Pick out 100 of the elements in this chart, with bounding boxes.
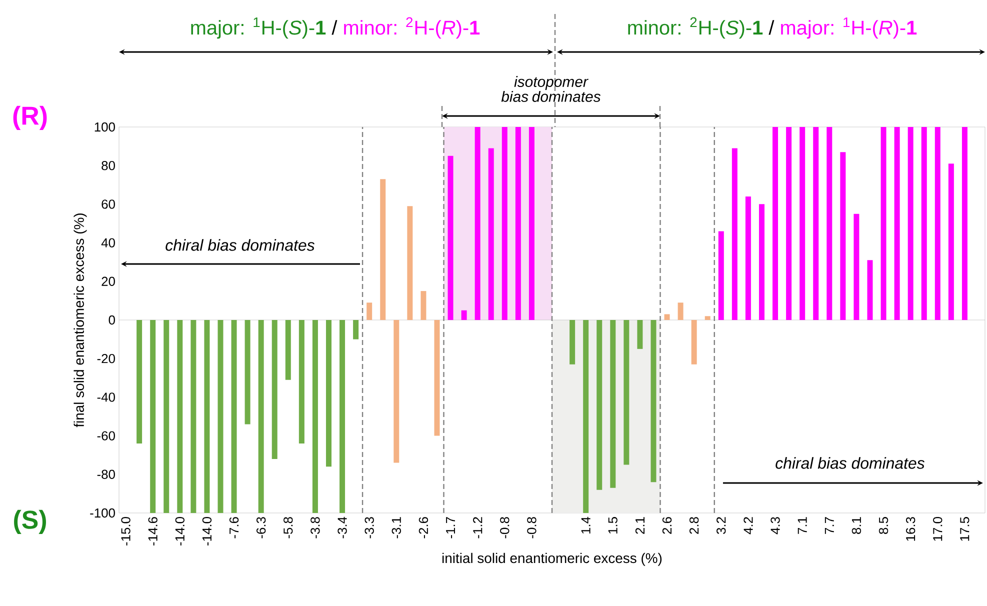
x-tick-label: -3.3	[364, 517, 374, 538]
x-tick-label: 7.7	[824, 517, 834, 534]
y-tick-label: 0	[108, 315, 115, 325]
text: major: $^{1}$H-(S)-1	[191, 17, 326, 39]
x-tick-label: 4.2	[744, 517, 753, 534]
x-tick-label: -1.2	[473, 517, 482, 538]
x-tick-label: 1.5	[608, 517, 618, 534]
bar	[164, 320, 170, 513]
x-tick-label: 3.2	[716, 517, 726, 534]
bar	[583, 320, 589, 513]
x-tick-label: -5.8	[284, 517, 293, 538]
text: isotopomer bias dominates	[501, 76, 601, 102]
bar	[624, 320, 630, 465]
bar	[610, 320, 616, 488]
bar	[448, 156, 454, 320]
bar	[407, 206, 413, 320]
bar	[326, 320, 332, 467]
x-tick-label: -14.0	[175, 517, 184, 546]
bar	[177, 320, 183, 513]
bar	[461, 310, 467, 320]
bar	[366, 302, 372, 320]
x-tick-label: 2.6	[662, 517, 672, 534]
bar	[380, 179, 386, 320]
bar	[474, 126, 480, 320]
x-tick-label: 17.5	[960, 517, 970, 541]
text: /	[768, 20, 774, 35]
bar	[231, 320, 237, 513]
bar	[150, 320, 156, 513]
bar	[272, 320, 278, 459]
bar	[826, 126, 832, 320]
x-tick-label: 8.5	[878, 517, 888, 534]
x-tick-label: -1.7	[446, 517, 455, 538]
y-tick-label: 100	[94, 122, 115, 132]
bar	[854, 214, 860, 320]
bar	[218, 320, 224, 513]
bar	[758, 204, 764, 320]
x-tick-label: -14.6	[148, 517, 158, 546]
x-tick-label: -3.1	[392, 517, 401, 538]
y-tick-label: -80	[97, 470, 115, 479]
bar	[908, 126, 914, 320]
x-tick-label: -2.6	[418, 517, 428, 538]
x-tick-label: 7.1	[798, 517, 807, 534]
bar	[867, 260, 873, 320]
bar	[894, 126, 900, 320]
bar	[136, 320, 142, 444]
x-tick-label: 16.3	[906, 517, 916, 541]
x-tick-label: -0.8	[500, 517, 510, 538]
x-tick-label: -15.0	[121, 517, 130, 546]
bar	[786, 126, 792, 320]
bar	[732, 148, 738, 320]
bar	[650, 320, 656, 482]
x-tick-label: -0.8	[527, 517, 536, 538]
bar	[434, 320, 440, 436]
bar	[637, 320, 643, 349]
x-tick-label: -3.8	[310, 517, 320, 538]
text: minor: $^{2}$H-(R)-1	[344, 17, 480, 39]
bar	[528, 126, 534, 320]
y-tick-label: 20	[102, 276, 115, 286]
bar	[204, 320, 210, 513]
bar	[745, 196, 751, 320]
bar	[190, 320, 196, 513]
x-tick-label: 2.1	[635, 517, 644, 534]
y-tick-label: -60	[97, 431, 115, 440]
bar	[664, 314, 670, 320]
bar	[244, 320, 250, 424]
text: (S)	[14, 510, 46, 534]
x-axis-title: initial solid enantiomeric excess (%)	[442, 552, 662, 566]
bar	[515, 126, 521, 320]
x-tick-label: 2.8	[689, 517, 699, 534]
bar	[596, 320, 602, 490]
text: (R)	[13, 106, 47, 130]
bar	[312, 320, 318, 513]
x-tick-label: -14.0	[202, 517, 212, 546]
x-tick-label: -3.4	[338, 516, 347, 538]
x-tick-label: 4.3	[770, 517, 780, 534]
x-tick-label: 1.4	[581, 516, 590, 534]
bar	[488, 148, 494, 320]
y-tick-label: 60	[102, 200, 115, 209]
y-tick-label: 40	[101, 238, 115, 248]
bar	[880, 126, 886, 320]
bar	[772, 126, 778, 320]
bar	[420, 291, 426, 320]
bar	[258, 320, 264, 513]
bar	[718, 231, 724, 320]
bar	[678, 302, 684, 320]
bar	[921, 126, 927, 320]
bar	[502, 126, 508, 320]
y-tick-label: -100	[90, 508, 115, 518]
text: /	[332, 20, 338, 35]
bar	[298, 320, 304, 444]
bar	[962, 126, 968, 320]
y-axis-title: final solid enantiomeric excess (%)	[74, 214, 87, 428]
y-tick-label: -40	[97, 392, 115, 402]
y-tick-label: -20	[97, 354, 115, 364]
bar	[948, 164, 954, 320]
bar	[800, 126, 806, 320]
x-tick-label: 17.0	[933, 517, 942, 541]
y-tick-label: 80	[102, 161, 115, 170]
bar	[353, 320, 359, 340]
bar	[704, 316, 710, 320]
